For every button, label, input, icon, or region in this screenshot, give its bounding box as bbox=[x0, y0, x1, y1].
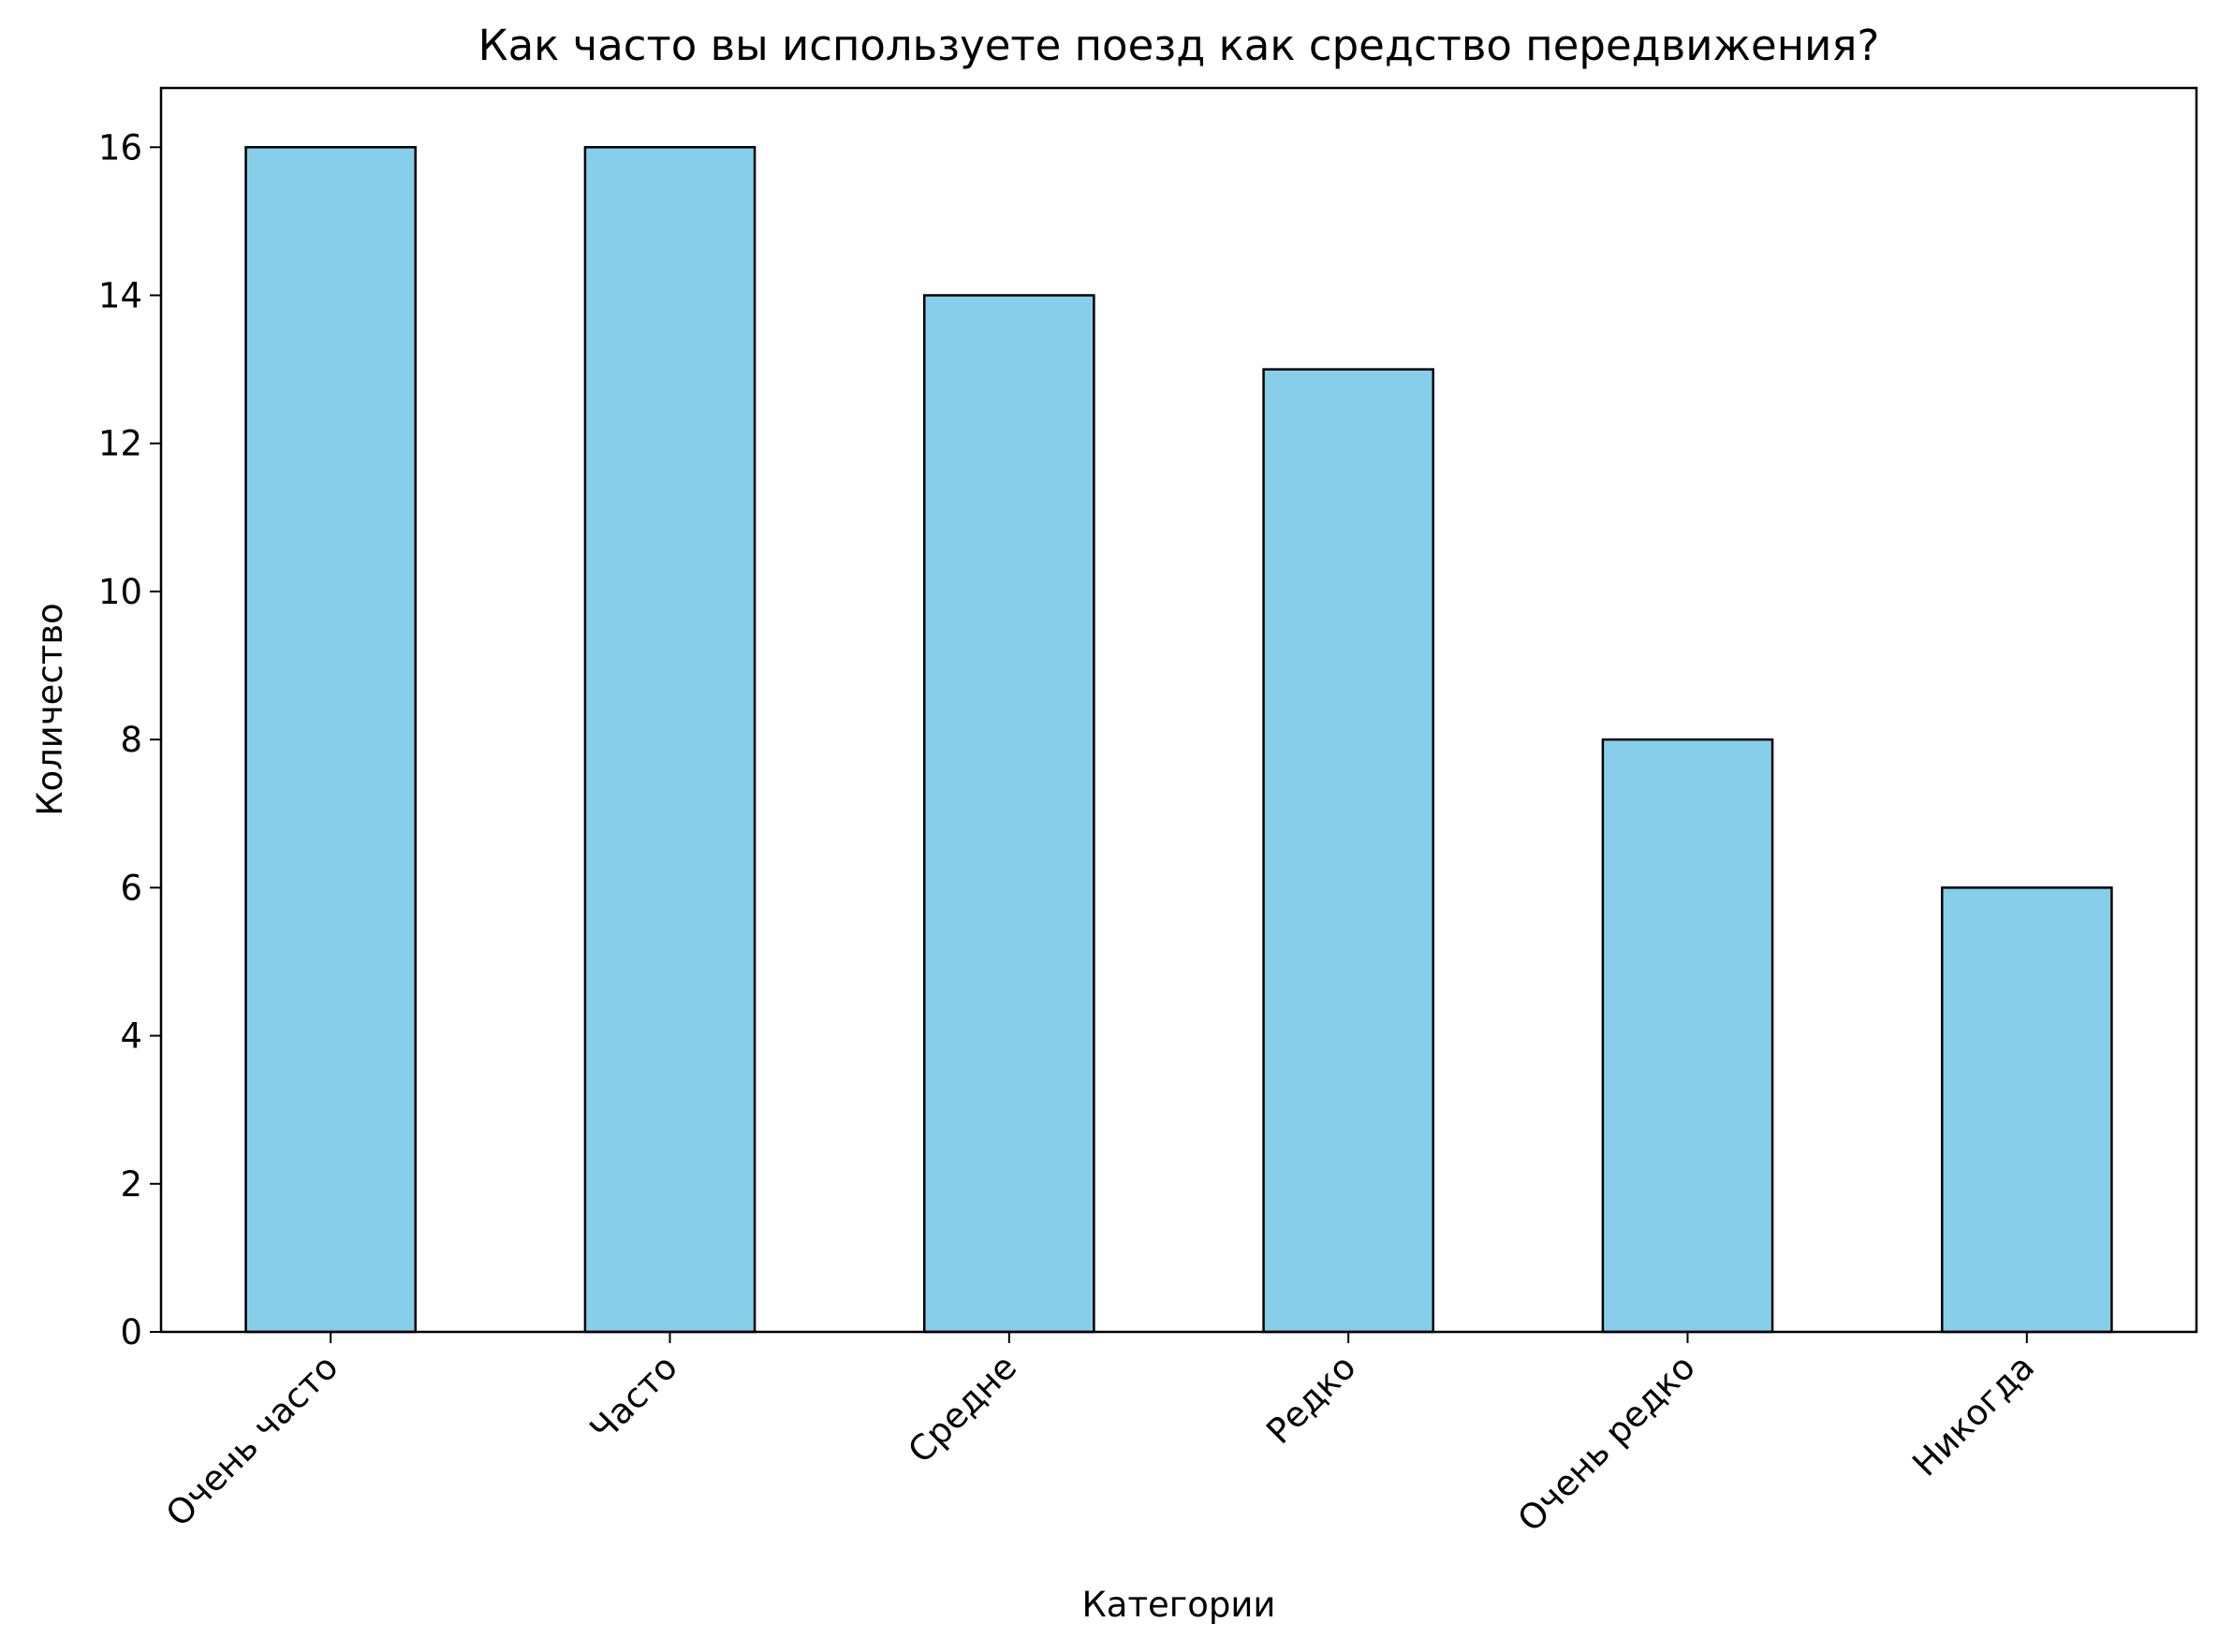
bar bbox=[1941, 886, 2113, 1334]
x-tick-label: Средне bbox=[901, 1347, 1025, 1471]
y-tick-label: 0 bbox=[120, 1312, 142, 1352]
bar bbox=[583, 146, 756, 1334]
plot-area-frame bbox=[159, 86, 2198, 1334]
y-tick-label: 2 bbox=[120, 1164, 142, 1205]
x-tick-label: Очень редко bbox=[1510, 1347, 1703, 1540]
bar bbox=[1601, 738, 1774, 1334]
chart-title: Как часто вы используете поезд как средс… bbox=[478, 21, 1880, 70]
y-tick-label: 14 bbox=[98, 276, 142, 316]
y-tick-label: 16 bbox=[98, 127, 142, 168]
y-tick-label: 12 bbox=[98, 424, 142, 464]
y-tick-label: 4 bbox=[120, 1016, 142, 1057]
bar bbox=[923, 294, 1095, 1334]
x-tick-label: Никогда bbox=[1904, 1347, 2042, 1484]
y-tick-label: 8 bbox=[120, 720, 142, 760]
y-tick-label: 10 bbox=[98, 572, 142, 612]
bars-layer bbox=[244, 146, 2113, 1334]
bar bbox=[1262, 368, 1435, 1334]
x-axis-label: Категории bbox=[1082, 1585, 1276, 1625]
x-tick-label: Очень часто bbox=[158, 1347, 346, 1535]
y-tick-label: 6 bbox=[120, 868, 142, 908]
y-axis-label: Количество bbox=[30, 603, 70, 816]
x-tick-label: Часто bbox=[582, 1347, 685, 1450]
bar bbox=[244, 146, 418, 1334]
x-tick-label: Редко bbox=[1258, 1347, 1363, 1452]
